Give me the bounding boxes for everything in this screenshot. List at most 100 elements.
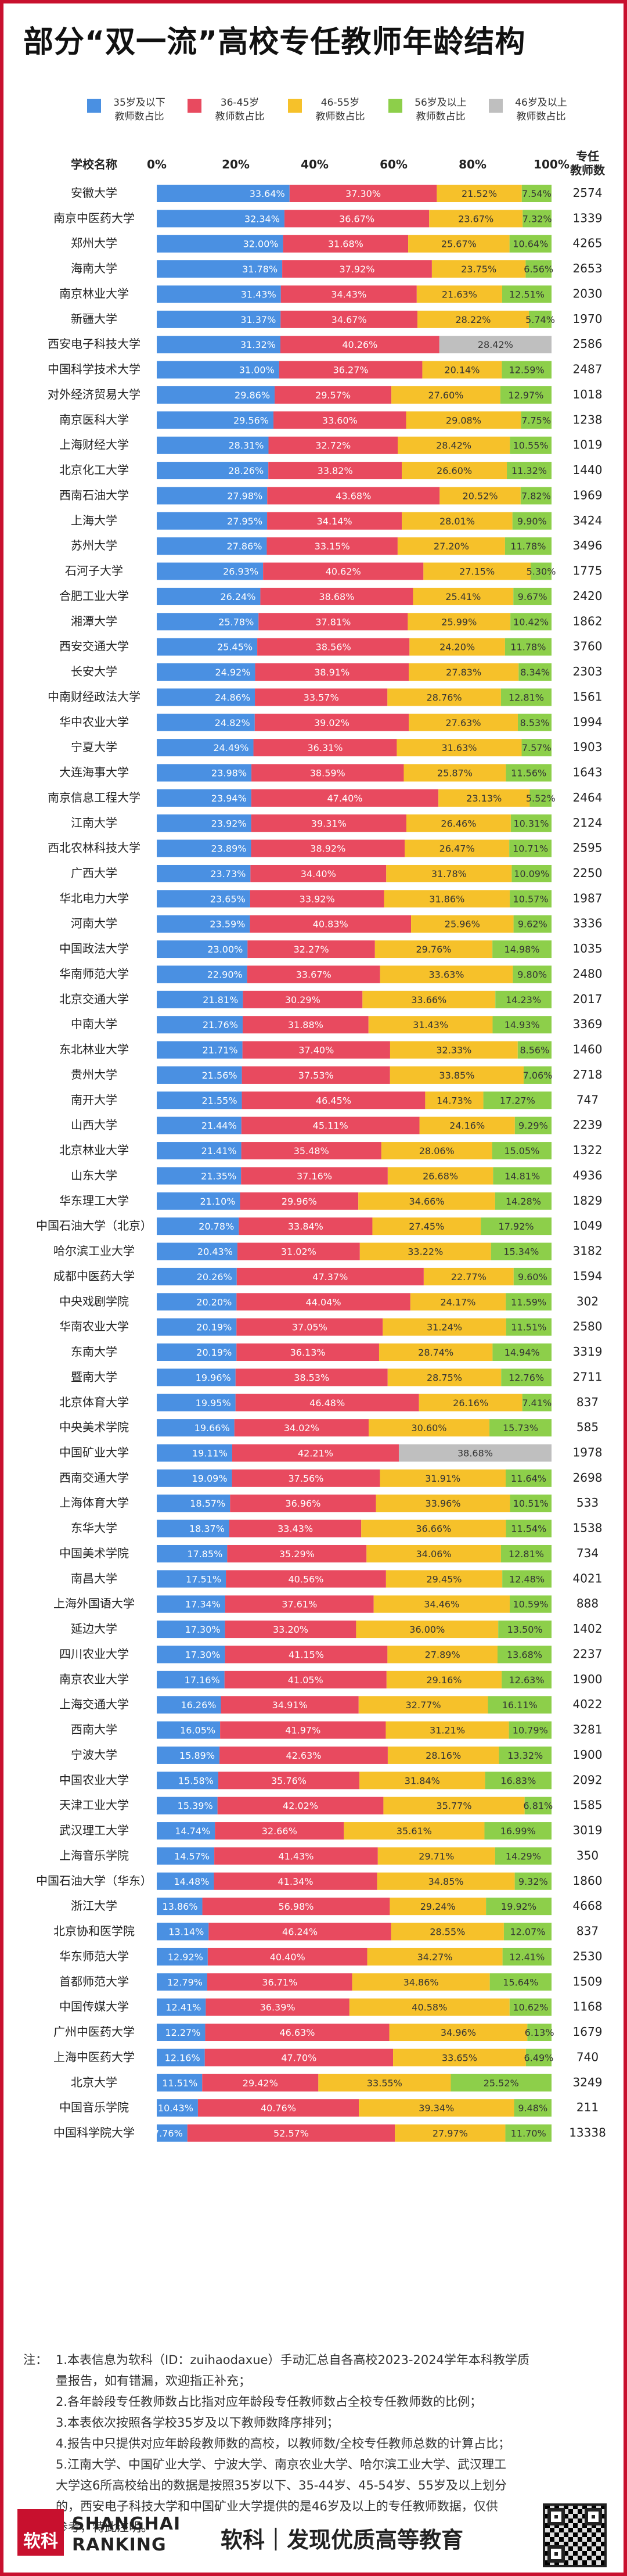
qr-code-icon[interactable]	[543, 2503, 607, 2567]
bar-segment	[385, 1570, 503, 1588]
data-label: 10.62%	[513, 2002, 548, 2013]
row-teacher-count: 1994	[573, 715, 603, 729]
row-school-name: 成都中医药大学	[53, 1269, 135, 1283]
row-school-name: 北京大学	[71, 2075, 117, 2089]
bar-segment	[157, 1041, 243, 1059]
data-label: 31.88%	[288, 1019, 323, 1030]
row-school-name: 西北农林科技大学	[48, 841, 140, 855]
bar-segment	[390, 1898, 487, 1916]
data-label: 12.41%	[165, 2002, 201, 2013]
data-label: 21.10%	[200, 1196, 235, 1207]
data-label: 23.89%	[211, 843, 246, 854]
bar-segment	[362, 990, 496, 1008]
data-label: 29.42%	[243, 2078, 278, 2089]
bar-segment	[236, 1318, 383, 1336]
bar-segment	[499, 1746, 552, 1764]
row-school-name: 华东理工大学	[59, 1194, 129, 1208]
bar-segment	[383, 1318, 506, 1336]
bar-segment	[497, 1646, 552, 1664]
data-label: 32.00%	[243, 239, 279, 250]
note-text: 1.本表信息为软科（ID：zuihaodaxue）手动汇总自各高校2023-20…	[56, 2353, 529, 2367]
bar-segment	[500, 386, 552, 404]
x-tick-label: 40%	[301, 157, 329, 171]
data-label: 24.16%	[449, 1120, 485, 1131]
bar-segment	[157, 1595, 225, 1613]
bar-segment	[411, 915, 514, 933]
row-school-name: 广西大学	[71, 866, 117, 880]
bar-segment	[254, 713, 409, 731]
bar-segment	[425, 1091, 484, 1109]
row-school-name: 中国科学院大学	[53, 2125, 135, 2139]
bar-segment	[509, 839, 552, 857]
data-label: 36.13%	[290, 1347, 326, 1358]
data-label: 7.32%	[522, 213, 552, 224]
data-label: 24.92%	[215, 667, 250, 678]
bar-segment	[368, 1016, 493, 1034]
data-label: 14.73%	[437, 1095, 472, 1106]
row-school-name: 大连海事大学	[59, 766, 129, 779]
bar-segment	[157, 814, 251, 832]
note-line: 3.本表依次按照各学校35岁及以下教师数降序排列；	[23, 2412, 604, 2433]
data-label: 11.56%	[511, 768, 546, 779]
row-teacher-count: 1561	[573, 689, 603, 703]
data-label: 26.60%	[437, 465, 472, 476]
data-label: 24.86%	[215, 692, 250, 703]
row-school-name: 天津工业大学	[59, 1798, 129, 1812]
row-school-name: 中国矿业大学	[59, 1446, 129, 1460]
bar-segment	[484, 1822, 552, 1840]
bar-segment	[214, 1872, 377, 1890]
data-label: 21.52%	[462, 188, 497, 199]
data-label: 40.58%	[412, 2002, 447, 2013]
data-label: 33.85%	[439, 1070, 474, 1081]
data-label: 31.84%	[405, 1775, 440, 1786]
bar-segment	[157, 940, 248, 958]
row-school-name: 河南大学	[71, 917, 117, 930]
bar-segment	[387, 1646, 498, 1664]
row-teacher-count: 2017	[573, 992, 603, 1006]
row-teacher-count: 4022	[573, 1697, 603, 1711]
row-school-name: 北京化工大学	[59, 463, 129, 477]
bar-segment	[366, 1544, 501, 1562]
bar-segment	[385, 1721, 509, 1739]
row-school-name: 苏州大学	[71, 538, 117, 552]
bar-segment	[242, 1041, 390, 1059]
note-text: 参考，特此注明。	[56, 2520, 153, 2534]
data-label: 17.92%	[499, 1221, 534, 1232]
data-label: 44.04%	[306, 1296, 341, 1307]
data-label: 32.27%	[294, 944, 329, 955]
bar-segment	[250, 890, 384, 908]
bar-segment	[280, 310, 418, 328]
row-school-name: 华东师范大学	[59, 1949, 129, 1963]
data-label: 39.02%	[314, 717, 349, 728]
row-teacher-count: 2250	[573, 866, 603, 880]
bar-segment	[393, 2049, 526, 2067]
data-label: 9.29%	[518, 1120, 548, 1131]
row-teacher-count: 1900	[573, 1672, 603, 1686]
data-label: 27.89%	[425, 1649, 460, 1660]
row-teacher-count: 13338	[569, 2125, 606, 2139]
data-label: 6.81%	[523, 1801, 553, 1812]
data-label: 36.39%	[260, 2002, 296, 2013]
bar-segment	[506, 1469, 552, 1487]
bar-segment	[505, 638, 552, 656]
bar-segment	[409, 713, 518, 731]
legend-swatch	[388, 99, 402, 113]
bar-segment	[280, 285, 417, 303]
bar-segment	[405, 839, 510, 857]
data-label: 40.26%	[342, 339, 377, 350]
bar-segment	[157, 587, 261, 605]
bar-segment	[157, 1066, 242, 1084]
data-label: 41.05%	[288, 1675, 323, 1686]
row-school-name: 北京协和医学院	[53, 1924, 135, 1938]
bar-segment	[502, 285, 552, 303]
bar-segment	[398, 1444, 552, 1462]
bar-segment	[157, 1646, 225, 1664]
data-label: 15.89%	[179, 1750, 215, 1761]
row-teacher-count: 1679	[573, 2025, 603, 2039]
row-school-name: 首都师范大学	[59, 1974, 129, 1988]
row-teacher-count: 1460	[573, 1043, 603, 1057]
bar-segment	[251, 839, 405, 857]
data-label: 24.20%	[439, 642, 475, 653]
data-label: 7.82%	[521, 490, 551, 501]
data-label: 42.02%	[283, 1801, 318, 1812]
